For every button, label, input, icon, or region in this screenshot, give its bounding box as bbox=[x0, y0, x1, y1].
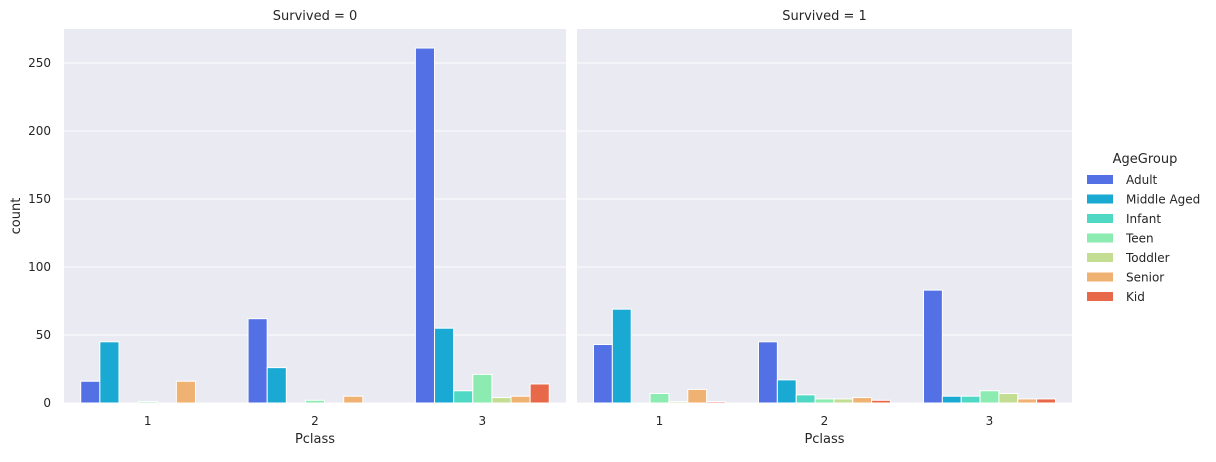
facet-0-x-tick-label-2: 2 bbox=[311, 414, 319, 428]
facet-0-bar-2-adult bbox=[247, 318, 268, 404]
facet-1-bar-2-infant bbox=[795, 394, 816, 404]
legend-title: AgeGroup bbox=[1113, 152, 1178, 167]
facet-0-bar-1-teen bbox=[137, 401, 158, 404]
facet-0-title: Survived = 0 bbox=[273, 9, 358, 24]
y-axis-label: count bbox=[9, 198, 24, 235]
facet-1-x-tick-label-3: 3 bbox=[986, 414, 994, 428]
legend-label-teen: Teen bbox=[1125, 232, 1154, 246]
facet-0-bar-1-senior bbox=[175, 380, 196, 404]
facet-0-bar-3-infant bbox=[453, 390, 474, 404]
facet-1-bar-3-adult bbox=[923, 289, 943, 404]
facet-0-plot-area bbox=[64, 29, 566, 403]
facet-1-bar-2-kid bbox=[871, 399, 892, 404]
facet-0-bar-3-kid bbox=[529, 383, 550, 404]
legend-swatch-middle-aged bbox=[1087, 194, 1113, 204]
facet-0-bar-3-senior bbox=[510, 395, 531, 404]
facet-0-bar-1-adult bbox=[80, 380, 101, 404]
facet-1-bar-3-middle-aged bbox=[941, 395, 962, 404]
facet-1-bar-2-adult bbox=[758, 341, 778, 404]
legend-label-adult: Adult bbox=[1126, 173, 1158, 187]
facet-1-bar-1-kid bbox=[706, 401, 727, 404]
facet-1-bar-2-toddler bbox=[833, 398, 854, 404]
legend-swatch-kid bbox=[1087, 292, 1113, 301]
facet-0-bar-2-teen bbox=[304, 399, 326, 404]
facet-1-plot-area bbox=[577, 29, 1072, 403]
legend-label-infant: Infant bbox=[1126, 212, 1161, 226]
facet-0-bar-3-toddler bbox=[491, 397, 512, 404]
facet-1-bar-3-kid bbox=[1036, 398, 1056, 404]
y-tick-label-150: 150 bbox=[28, 192, 51, 206]
facet-1-bar-1-middle-aged bbox=[611, 308, 632, 404]
legend-label-toddler: Toddler bbox=[1125, 251, 1170, 265]
facet-1-title: Survived = 1 bbox=[782, 9, 867, 24]
facet-0-x-tick-label-3: 3 bbox=[479, 414, 487, 428]
facet-0-bar-3-adult bbox=[414, 47, 436, 404]
facet-0-bar-3-middle-aged bbox=[434, 327, 455, 404]
facet-1-bar-1-adult bbox=[593, 344, 613, 404]
legend-swatch-adult bbox=[1087, 175, 1113, 184]
y-tick-label-100: 100 bbox=[28, 260, 51, 274]
facet-0-bar-2-senior bbox=[343, 395, 364, 404]
facet-0-x-axis-label: Pclass bbox=[295, 432, 335, 447]
facet-0-x-tick-label-1: 1 bbox=[144, 414, 152, 428]
facet-1-bar-3-infant bbox=[960, 395, 981, 404]
facet-1-bar-3-senior bbox=[1017, 398, 1038, 404]
legend-label-senior: Senior bbox=[1126, 271, 1164, 285]
facet-0-bar-2-middle-aged bbox=[266, 367, 287, 404]
facet-1-bar-2-senior bbox=[852, 397, 873, 404]
facet-1-bar-1-teen bbox=[649, 392, 670, 404]
facet-1-bar-2-middle-aged bbox=[776, 379, 797, 404]
facet-1-x-axis-label: Pclass bbox=[804, 432, 844, 447]
facet-0-bar-3-teen bbox=[472, 373, 493, 404]
facet-0-bar-1-middle-aged bbox=[99, 341, 120, 404]
facet-1-bar-1-senior bbox=[687, 388, 708, 404]
facet-1-x-tick-label-2: 2 bbox=[821, 414, 829, 428]
y-tick-label-0: 0 bbox=[43, 396, 51, 410]
facet-1-bar-3-toddler bbox=[998, 392, 1019, 404]
legend-label-kid: Kid bbox=[1126, 290, 1145, 304]
legend-swatch-teen bbox=[1087, 233, 1113, 243]
legend-swatch-toddler bbox=[1087, 253, 1113, 262]
facet-1-x-tick-label-1: 1 bbox=[656, 414, 664, 428]
y-tick-label-250: 250 bbox=[28, 56, 51, 70]
y-tick-label-200: 200 bbox=[28, 124, 51, 138]
legend-swatch-senior bbox=[1087, 272, 1113, 282]
facet-1-bar-1-toddler bbox=[668, 401, 689, 404]
y-tick-label-50: 50 bbox=[36, 328, 51, 342]
facet-1-bar-2-teen bbox=[814, 398, 835, 404]
facet-1-bar-3-teen bbox=[979, 390, 1000, 404]
legend-swatch-infant bbox=[1087, 214, 1113, 223]
legend-label-middle-aged: Middle Aged bbox=[1126, 193, 1200, 207]
